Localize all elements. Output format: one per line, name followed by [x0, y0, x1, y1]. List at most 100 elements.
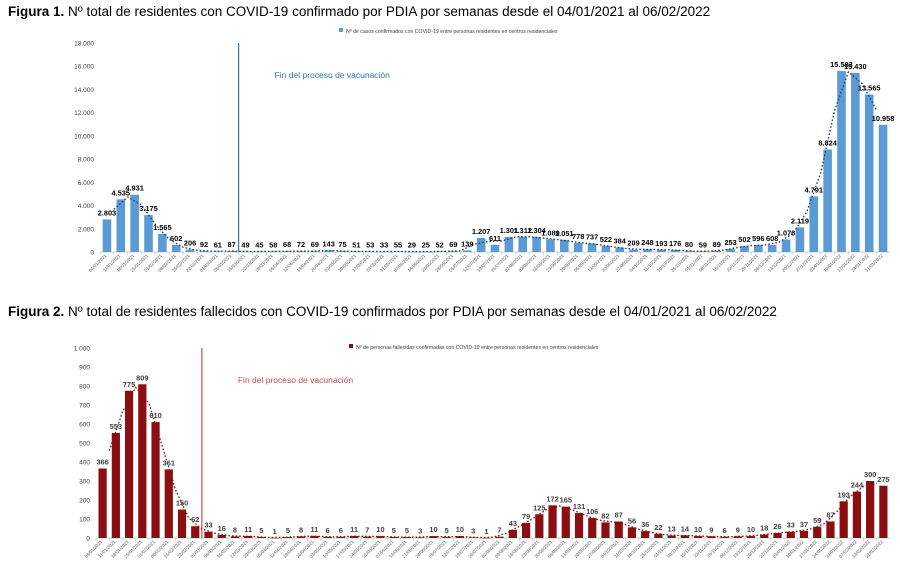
bar — [532, 236, 541, 252]
data-label: 82 — [601, 511, 609, 520]
data-label: 1 — [484, 527, 488, 536]
bar — [754, 245, 763, 252]
bar — [429, 536, 438, 538]
data-label: 1.207 — [472, 227, 491, 236]
data-label: 75 — [338, 240, 346, 249]
data-label: 52 — [435, 240, 443, 249]
bar — [416, 537, 425, 539]
bar — [786, 531, 795, 538]
bar — [490, 244, 500, 252]
data-label: 244 — [851, 481, 864, 490]
bar — [601, 245, 611, 252]
bar — [130, 194, 139, 252]
data-label: 55 — [394, 240, 402, 249]
data-label: 13.565 — [858, 83, 881, 92]
bar — [191, 526, 200, 538]
legend-label: Nº de casos confirmados con COVID-19 ent… — [346, 29, 558, 35]
data-label: 611 — [489, 234, 501, 243]
bar — [204, 531, 213, 538]
bar — [629, 249, 638, 252]
bar — [746, 536, 756, 538]
data-label: 522 — [600, 235, 612, 244]
data-label: 10.958 — [872, 114, 895, 123]
data-label: 51 — [352, 240, 360, 249]
bar — [781, 239, 791, 252]
bar — [601, 522, 610, 538]
data-label: 9 — [709, 525, 713, 534]
data-label: 300 — [864, 470, 876, 479]
y-tick-label: 0 — [86, 536, 90, 543]
bar — [521, 522, 531, 538]
bar — [535, 514, 544, 538]
data-label: 7 — [498, 526, 502, 535]
bar — [124, 390, 134, 538]
data-label: 596 — [752, 234, 764, 243]
data-label: 62 — [191, 515, 199, 524]
bar — [740, 246, 749, 252]
data-label: 2.119 — [791, 216, 809, 225]
data-label: 4.931 — [125, 184, 144, 193]
data-label: 275 — [877, 475, 889, 484]
bar — [98, 468, 107, 538]
data-label: 61 — [214, 240, 222, 249]
bar — [518, 236, 528, 252]
data-label: 209 — [627, 239, 639, 248]
bar — [694, 536, 703, 538]
bar — [561, 506, 570, 538]
figure-1-text: Nº total de residentes con COVID-19 conf… — [68, 4, 711, 19]
bar — [627, 527, 637, 538]
bar — [268, 251, 278, 252]
bar — [684, 251, 694, 252]
data-label: 89 — [713, 240, 721, 249]
data-label: 10 — [429, 525, 437, 534]
data-label: 25 — [422, 241, 430, 250]
bar — [102, 219, 112, 252]
bar — [138, 384, 147, 538]
bar — [199, 250, 209, 252]
data-label: 3 — [471, 526, 475, 535]
bar — [389, 537, 398, 538]
y-tick-label: 700 — [79, 403, 90, 410]
bar — [707, 536, 716, 538]
bar — [323, 536, 332, 538]
data-label: 602 — [170, 234, 182, 243]
bar — [654, 533, 663, 538]
bar — [336, 536, 345, 538]
data-label: 45 — [255, 240, 263, 249]
data-label: 608 — [766, 234, 778, 243]
y-tick-label: 0 — [90, 250, 94, 257]
chart-confirmed-cases: Nº de casos confirmados con COVID-19 ent… — [74, 28, 895, 273]
bar — [338, 251, 347, 252]
data-label: 10 — [747, 525, 755, 534]
bar — [878, 124, 888, 252]
y-tick-label: 6.000 — [78, 180, 95, 187]
bar — [720, 536, 729, 538]
data-label: 22 — [654, 523, 662, 532]
bar — [476, 237, 486, 252]
vaccination-annotation: Fin del proceso de vacunación — [238, 375, 354, 385]
bar — [217, 534, 226, 538]
data-label: 5 — [445, 526, 449, 535]
bar — [177, 509, 187, 538]
bar — [698, 251, 708, 252]
bar — [588, 517, 597, 538]
data-label: 26 — [773, 522, 781, 531]
data-label: 3 — [418, 526, 422, 535]
figure-2-title: Figura 2. Nº total de residentes falleci… — [8, 304, 777, 319]
data-label: 18 — [760, 524, 768, 533]
data-label: 9 — [736, 525, 740, 534]
data-label: 610 — [149, 411, 161, 420]
y-tick-label: 1 000 — [74, 346, 91, 353]
data-label: 56 — [628, 516, 636, 525]
bar — [587, 243, 597, 252]
bar — [255, 251, 264, 253]
bar — [158, 233, 167, 252]
y-tick-label: 500 — [79, 441, 90, 448]
data-label: 49 — [241, 240, 249, 249]
data-label: 5 — [286, 526, 290, 535]
data-label: 11 — [350, 525, 358, 534]
y-tick-label: 2.000 — [78, 226, 95, 233]
data-label: 10 — [694, 525, 702, 534]
chart-deaths: Nº de personas fallecidas confirmadas co… — [74, 344, 890, 559]
bar — [164, 469, 173, 538]
